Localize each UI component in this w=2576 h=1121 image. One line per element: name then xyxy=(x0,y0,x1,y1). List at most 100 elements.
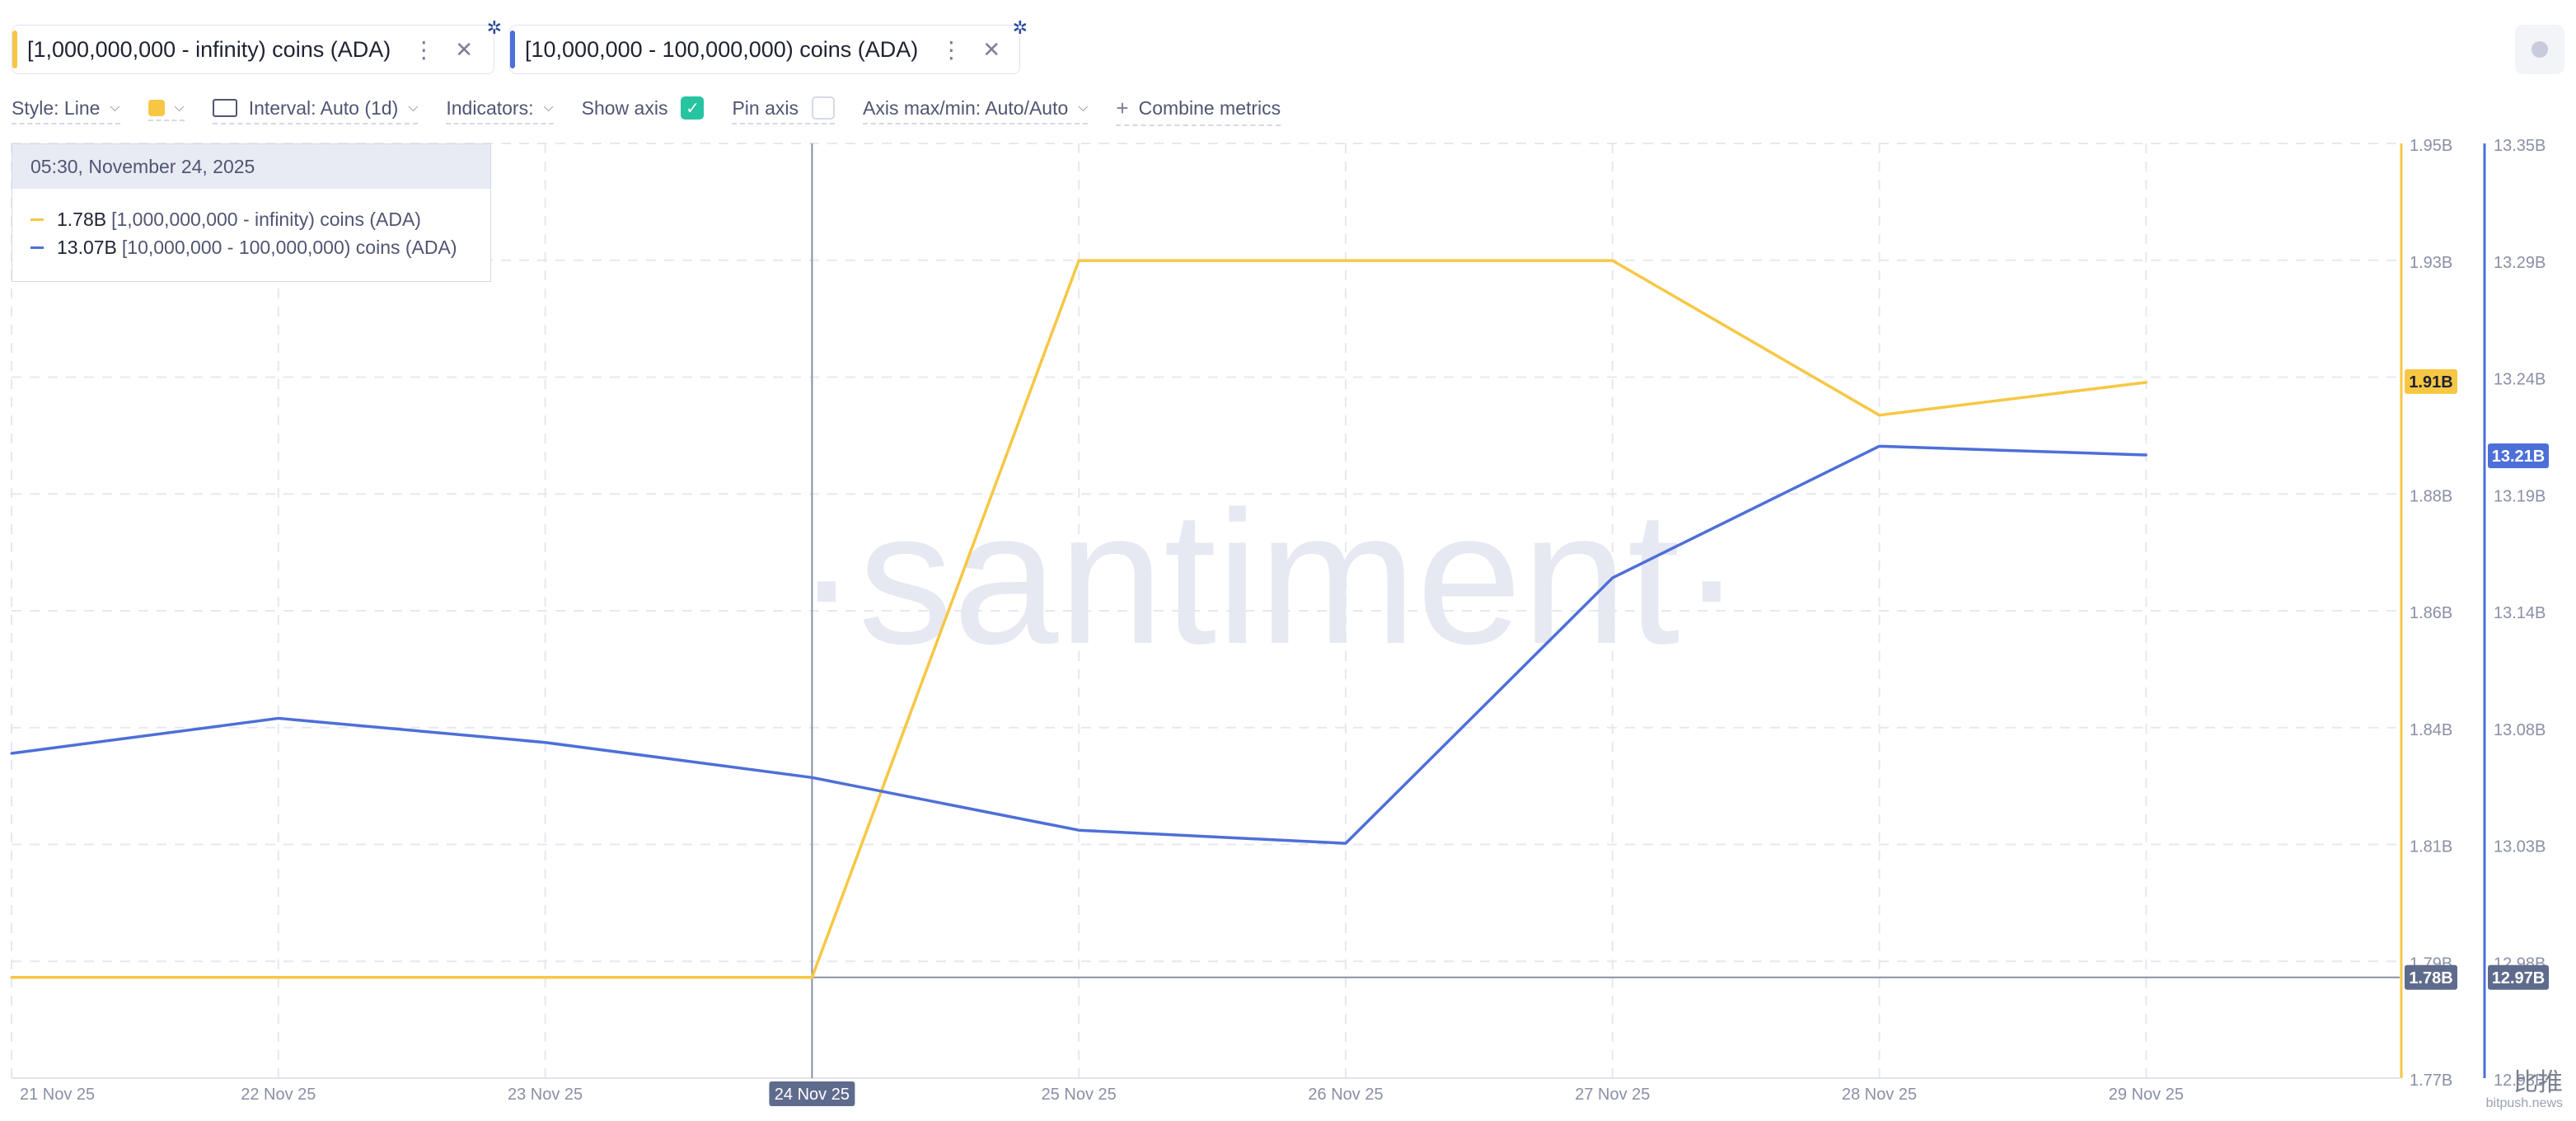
data-point xyxy=(544,976,547,979)
series-swatch xyxy=(30,218,44,221)
left-crosshair-badge: 1.78B xyxy=(2409,969,2452,987)
x-tick-label: 28 Nov 25 xyxy=(1842,1086,1917,1104)
series-color-bar xyxy=(12,30,17,68)
series-lines xyxy=(10,259,2147,979)
data-point xyxy=(544,741,547,744)
indicators-select[interactable]: Indicators: ⌵ xyxy=(446,96,554,124)
x-tick-label: 22 Nov 25 xyxy=(241,1086,316,1104)
right-axis-tick-label: 13.19B xyxy=(2494,487,2546,505)
x-tick-label: 24 Nov 25 xyxy=(775,1086,850,1104)
right-axis-tick-label: 13.03B xyxy=(2494,838,2546,856)
close-icon[interactable]: ✕ xyxy=(982,36,1001,62)
color-select[interactable]: ⌵ xyxy=(148,100,185,121)
data-point xyxy=(810,776,813,779)
toggle-knob-icon xyxy=(2532,41,2548,58)
interval-select[interactable]: Interval: Auto (1d) ⌵ xyxy=(212,96,419,124)
show-axis-toggle[interactable]: Show axis ✓ xyxy=(582,96,705,124)
axis-maxmin-select[interactable]: Axis max/min: Auto/Auto ⌵ xyxy=(863,96,1089,124)
style-select[interactable]: Style: Line ⌵ xyxy=(12,97,120,124)
tooltip: 05:30, November 24, 2025 1.78B [1,000,000… xyxy=(12,143,491,282)
left-axis-tick-label: 1.81B xyxy=(2410,838,2452,856)
x-tick-highlight xyxy=(769,1081,855,1106)
left-axis-tick-label: 1.86B xyxy=(2410,604,2452,622)
right-axis-tick-label: 13.29B xyxy=(2494,254,2546,272)
metric-tab-2[interactable]: [10,000,000 - 100,000,000) coins (ADA) ⋮… xyxy=(509,17,1028,74)
checkbox-checked-icon[interactable]: ✓ xyxy=(681,96,705,120)
gear-icon[interactable]: ✲ xyxy=(486,17,502,38)
theme-toggle[interactable] xyxy=(2515,25,2564,74)
right-last-value-badge-bg xyxy=(2488,443,2549,468)
data-point xyxy=(277,716,280,720)
axes xyxy=(12,143,2486,1079)
tooltip-series-name: [1,000,000,000 - infinity) coins (ADA) xyxy=(111,208,421,230)
data-point xyxy=(2144,453,2147,457)
x-tick-label: 27 Nov 25 xyxy=(1575,1086,1650,1104)
indicators-label: Indicators: xyxy=(446,96,534,119)
left-axis-tick-label: 1.88B xyxy=(2410,487,2452,505)
left-axis-tick-label: 1.77B xyxy=(2410,1072,2452,1090)
close-icon[interactable]: ✕ xyxy=(455,36,474,62)
x-tick-label: 29 Nov 25 xyxy=(2109,1086,2184,1104)
data-point xyxy=(1077,259,1080,262)
data-point xyxy=(10,752,13,755)
left-axis-tick-label: 1.84B xyxy=(2410,721,2452,739)
gear-icon[interactable]: ✲ xyxy=(1012,17,1028,38)
chevron-down-icon: ⌵ xyxy=(1078,101,1089,115)
tooltip-row: 13.07B [10,000,000 - 100,000,000) coins (… xyxy=(30,233,490,261)
kebab-icon[interactable]: ⋮ xyxy=(939,36,963,63)
color-swatch xyxy=(148,100,165,116)
show-axis-label: Show axis xyxy=(581,96,668,119)
chevron-down-icon: ⌵ xyxy=(174,101,185,115)
left-last-value-badge: 1.91B xyxy=(2409,373,2452,392)
left-last-value-badge-bg xyxy=(2405,368,2457,394)
left-axis-tick-label: 1.93B xyxy=(2410,254,2452,272)
data-point xyxy=(1878,444,1881,448)
data-point xyxy=(1878,414,1881,417)
axis-maxmin-label: Axis max/min: Auto/Auto xyxy=(863,96,1069,119)
checkbox-unchecked-icon[interactable] xyxy=(812,96,835,120)
x-tick-label: 25 Nov 25 xyxy=(1042,1086,1117,1104)
combine-metrics-button[interactable]: + Combine metrics xyxy=(1116,96,1281,126)
data-point xyxy=(1611,576,1614,579)
metric-tab-label: [10,000,000 - 100,000,000) coins (ADA) xyxy=(525,36,919,62)
data-point xyxy=(1611,259,1614,262)
plus-icon: + xyxy=(1116,95,1129,120)
tooltip-row: 1.78B [1,000,000,000 - infinity) coins (A… xyxy=(30,205,490,233)
corner-logo: 比推 bitpush.news xyxy=(2486,1070,2563,1111)
chevron-down-icon: ⌵ xyxy=(408,101,419,115)
tooltip-value: 13.07B xyxy=(57,236,117,258)
right-axis-tick-label: 13.08B xyxy=(2494,721,2546,739)
metric-tab-1[interactable]: [1,000,000,000 - infinity) coins (ADA) ⋮… xyxy=(12,17,502,74)
left-axis-tick-label: 1.95B xyxy=(2410,137,2452,155)
chevron-down-icon: ⌵ xyxy=(110,101,120,115)
chevron-down-icon: ⌵ xyxy=(543,101,554,115)
kebab-icon[interactable]: ⋮ xyxy=(412,36,436,63)
interval-label: Interval: Auto (1d) xyxy=(248,96,399,119)
data-point xyxy=(277,976,280,979)
pin-axis-toggle[interactable]: Pin axis xyxy=(732,96,835,124)
right-axis-tick-label: 12.93B xyxy=(2494,1072,2546,1090)
metric-tab-label: [1,000,000,000 - infinity) coins (ADA) xyxy=(27,36,391,62)
right-crosshair-badge-bg xyxy=(2488,964,2549,990)
right-axis-tick-label: 13.35B xyxy=(2494,137,2546,155)
series-swatch xyxy=(30,246,44,249)
x-tick-label: 21 Nov 25 xyxy=(20,1086,95,1104)
right-axis-tick-label: 13.14B xyxy=(2494,604,2546,622)
axis-labels: 1.95B13.35B1.93B13.29B1.9B13.24B1.88B13.… xyxy=(20,137,2549,1106)
watermark: ·santiment· xyxy=(795,471,1743,683)
pin-axis-label: Pin axis xyxy=(732,96,799,119)
data-point xyxy=(2144,381,2147,384)
right-last-value-badge: 13.21B xyxy=(2492,448,2546,466)
tooltip-value: 1.78B xyxy=(57,208,107,230)
data-point xyxy=(1077,828,1080,832)
calendar-icon xyxy=(212,99,237,117)
data-point xyxy=(810,976,813,979)
chart-toolbar: Style: Line ⌵ ⌵ Interval: Auto (1d) ⌵ Indi… xyxy=(12,92,1309,129)
x-tick-label: 23 Nov 25 xyxy=(508,1086,583,1104)
data-point xyxy=(10,976,13,979)
data-point xyxy=(1344,259,1347,262)
series-color-bar xyxy=(510,30,515,68)
style-label: Style: Line xyxy=(12,96,101,119)
tooltip-series-name: [10,000,000 - 100,000,000) coins (ADA) xyxy=(121,236,457,258)
